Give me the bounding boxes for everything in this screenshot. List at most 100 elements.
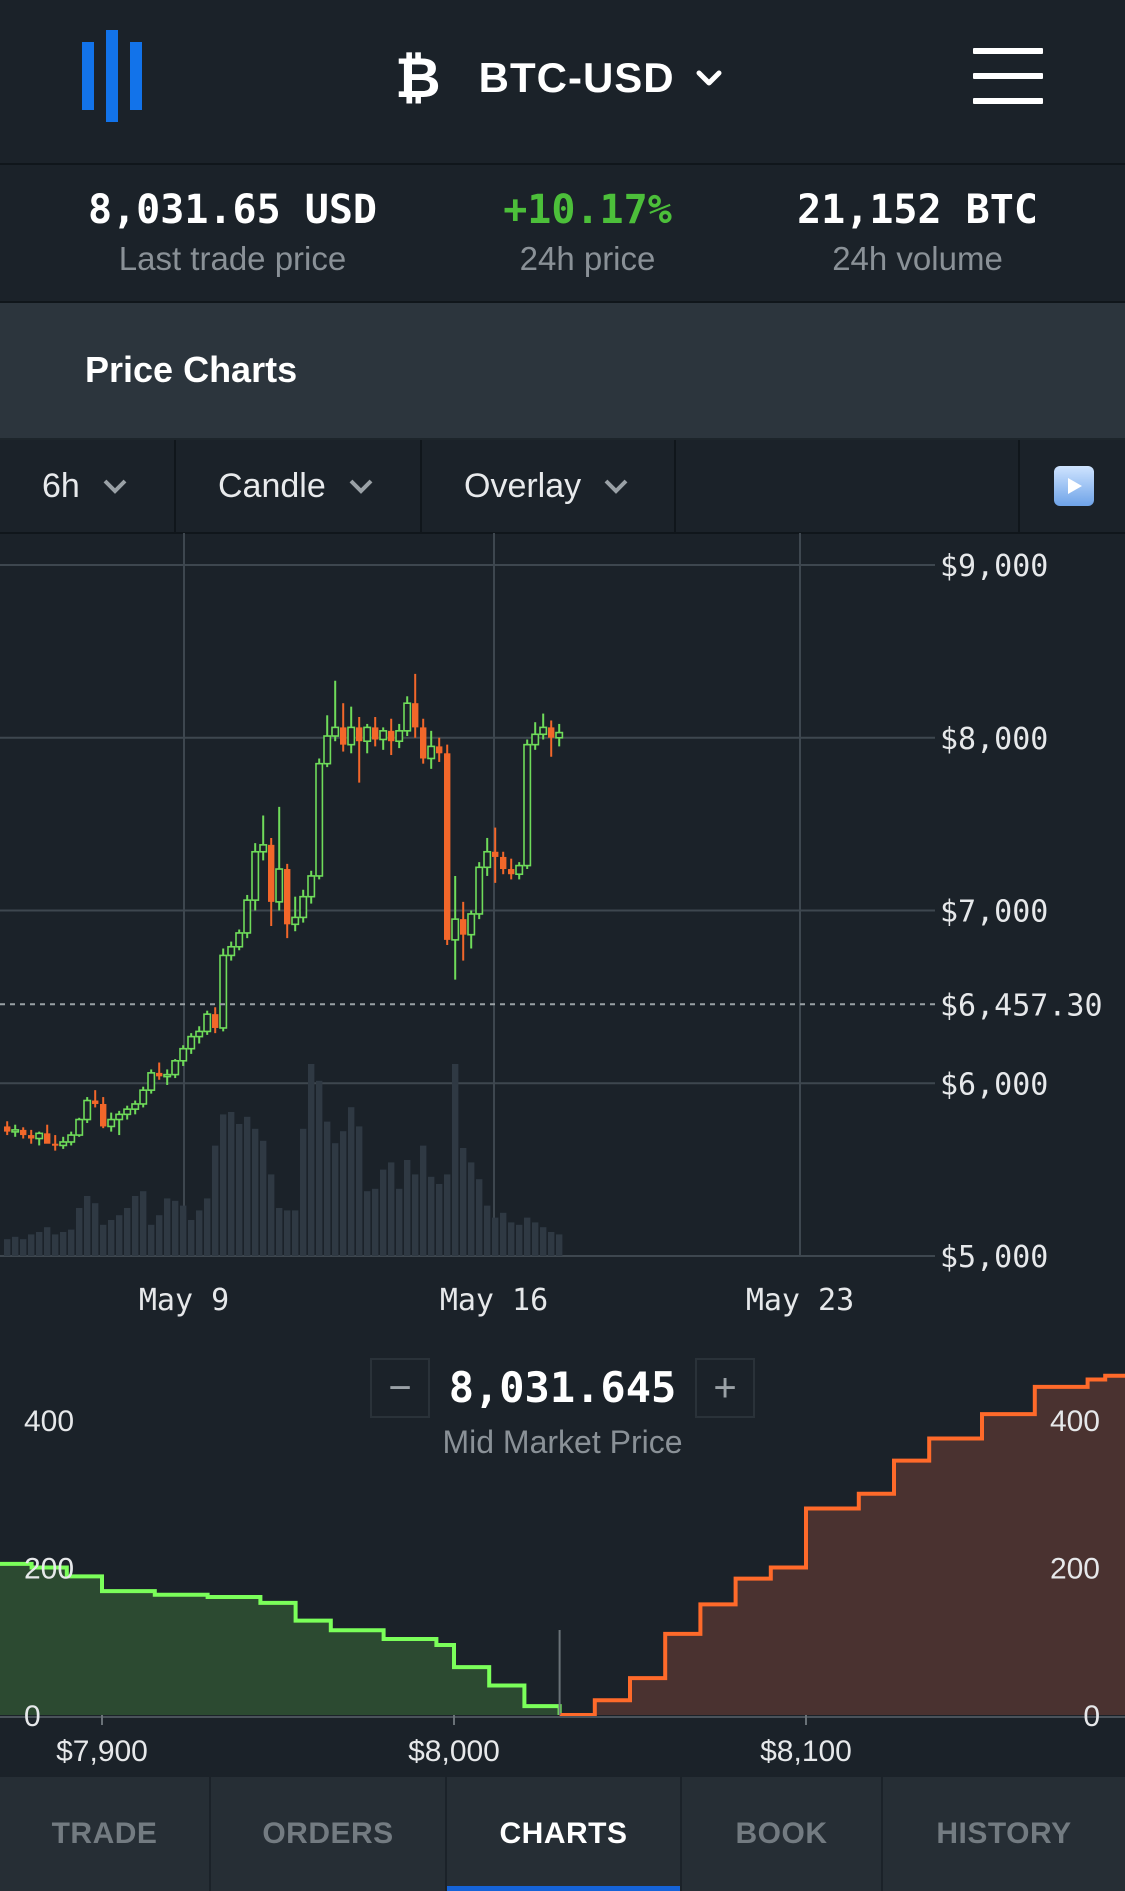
24h-price-change-value: +10.17%: [503, 187, 672, 233]
candle: [67, 1131, 76, 1146]
volume-bar: [228, 1112, 235, 1256]
depth-chart[interactable]: 400 200 0 400 200 0 $7,900 $8,000 $8,100: [0, 1340, 1125, 1777]
volume-bar: [420, 1145, 427, 1256]
depth-y-tick-right: 200: [1050, 1553, 1100, 1586]
candle: [44, 1124, 51, 1144]
volume-bar: [332, 1143, 339, 1256]
product-selector[interactable]: ₿ BTC-USD: [395, 46, 723, 111]
candle: [187, 1033, 196, 1054]
app-header: ₿ BTC-USD: [0, 0, 1125, 165]
candle: [539, 713, 548, 740]
tab-book[interactable]: BOOK: [682, 1777, 883, 1891]
tab-trade[interactable]: TRADE: [0, 1777, 211, 1891]
mid-market-price-value: 8,031.645: [448, 1363, 677, 1412]
volume-bar: [268, 1174, 275, 1256]
volume-bar: [484, 1205, 491, 1256]
volume-bar: [220, 1114, 227, 1256]
mid-market-price-label: Mid Market Price: [442, 1424, 683, 1460]
candle: [35, 1131, 44, 1146]
volume-bar: [308, 1064, 315, 1256]
volume-bar: [548, 1232, 555, 1256]
hamburger-icon[interactable]: [973, 48, 1043, 108]
volume-bar: [116, 1215, 123, 1256]
bottom-navigation: TRADE ORDERS CHARTS BOOK HISTORY: [0, 1777, 1125, 1891]
volume-bar: [292, 1210, 299, 1256]
chevron-down-icon: [103, 479, 127, 494]
volume-bar: [460, 1148, 467, 1256]
x-tick-label: May 16: [440, 1283, 548, 1318]
exchange-logo-icon[interactable]: [82, 30, 144, 122]
volume-bar: [140, 1191, 147, 1256]
product-label: BTC-USD: [478, 54, 675, 101]
zoom-out-button[interactable]: −: [370, 1358, 430, 1418]
candle: [131, 1100, 140, 1115]
candle: [203, 1010, 212, 1035]
y-tick-label: $7,000: [940, 895, 1048, 930]
candle: [508, 858, 515, 880]
chart-type-dropdown[interactable]: Candle: [176, 440, 422, 532]
volume-bar: [356, 1126, 363, 1256]
tab-charts[interactable]: CHARTS: [447, 1777, 682, 1891]
play-icon: [1053, 466, 1094, 506]
candle: [379, 727, 388, 750]
depth-x-tick-label: $8,000: [408, 1735, 500, 1768]
24h-volume-value: 21,152 BTC: [797, 187, 1038, 233]
volume-bar: [172, 1200, 179, 1256]
market-stats: 8,031.65 USD Last trade price +10.17% 24…: [0, 165, 1125, 303]
candle: [235, 929, 244, 951]
24h-volume-label: 24h volume: [832, 240, 1003, 277]
candle: [475, 862, 484, 920]
candle: [451, 875, 460, 980]
tab-history[interactable]: HISTORY: [883, 1777, 1125, 1891]
y-tick-label: $9,000: [940, 549, 1048, 584]
volume-bar: [60, 1232, 67, 1256]
tab-history-label: HISTORY: [936, 1817, 1072, 1850]
y-tick-label: $5,000: [940, 1240, 1048, 1275]
candle: [284, 863, 291, 939]
volume-bar: [196, 1210, 203, 1256]
interval-dropdown[interactable]: 6h: [0, 440, 176, 532]
volume-bar: [236, 1124, 243, 1256]
depth-y-tick-left: 0: [24, 1700, 41, 1733]
candle: [268, 837, 275, 927]
candle: [219, 948, 228, 1032]
volume-bar: [100, 1224, 107, 1256]
volume-bar: [244, 1116, 251, 1256]
volume-bar: [468, 1162, 475, 1256]
24h-price-stat: +10.17% 24h price: [455, 187, 720, 281]
bid-line: [0, 1561, 562, 1715]
candle: [483, 837, 492, 876]
tab-charts-label: CHARTS: [499, 1817, 628, 1850]
volume-bar: [372, 1188, 379, 1256]
price-candlestick-chart[interactable]: $9,000 $8,000 $7,000 $6,000 $5,000 $6,457.30…: [0, 533, 1125, 1333]
volume-bar: [92, 1203, 99, 1256]
depth-y-tick-right: 0: [1083, 1700, 1100, 1733]
volume-bar: [12, 1236, 19, 1256]
y-tick-label: $8,000: [940, 722, 1048, 757]
volume-bar: [204, 1198, 211, 1256]
volume-bar: [156, 1215, 163, 1256]
volume-bar: [436, 1184, 443, 1256]
volume-bar: [396, 1188, 403, 1256]
volume-bar: [148, 1224, 155, 1256]
y-tick-label: $6,000: [940, 1067, 1048, 1102]
tab-book-label: BOOK: [735, 1817, 828, 1850]
x-tick-label: May 9: [139, 1283, 229, 1318]
candle: [444, 744, 451, 946]
volume-bar: [364, 1191, 371, 1256]
volume-bar: [44, 1227, 51, 1256]
volume-bar: [428, 1176, 435, 1256]
overlay-dropdown[interactable]: Overlay: [422, 440, 676, 532]
candle: [251, 843, 260, 911]
chevron-down-icon: [349, 479, 373, 494]
candle: [75, 1117, 84, 1137]
volume-bar: [164, 1198, 171, 1256]
play-button[interactable]: [1018, 440, 1125, 532]
candle: [500, 851, 507, 875]
candle: [395, 723, 404, 749]
zoom-in-button[interactable]: +: [695, 1358, 755, 1418]
candle: [52, 1135, 59, 1151]
candle: [340, 703, 347, 752]
tab-orders[interactable]: ORDERS: [211, 1777, 447, 1891]
candle: [323, 715, 332, 768]
